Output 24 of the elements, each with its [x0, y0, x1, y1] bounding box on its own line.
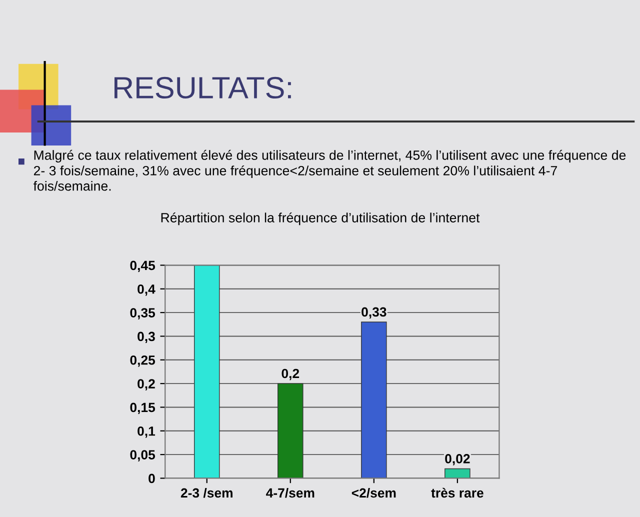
y-tick-label: 0,2 — [138, 379, 155, 390]
y-tick-label: 0 — [148, 474, 155, 484]
chart-title: RESULTATS: — [114, 76, 291, 99]
y-tick-label: 0,4 — [138, 284, 156, 296]
bar — [444, 468, 470, 478]
data-label: 0,02 — [445, 454, 470, 466]
bar — [194, 265, 220, 478]
text: Répartition selon la fréquence d’utilisation de l’internet — [161, 212, 480, 226]
x-tick-label: très rare — [431, 488, 484, 498]
data-label: 0,2 — [282, 368, 300, 380]
y-tick-label: 0,1 — [138, 426, 156, 438]
y-tick-label: 0,3 — [138, 332, 155, 344]
y-tick-label: 0,15 — [130, 402, 156, 414]
x-tick-label: 4-7/sem — [266, 488, 314, 498]
y-tick-label: 0,05 — [130, 450, 156, 462]
chart-subtitle: Malgré ce taux relativement élevé des utilisateurs de l’internet, 45% l’utilisent avec une fréquence de 2- 3 fois/semaine, 31% avec une fréquence<2/semaine et seulement 20% l’utilisaient 4-7 fois/semaine. — [33, 150, 626, 191]
y-tick-label: 0,35 — [130, 308, 156, 320]
x-tick-label: 2-3 /sem — [180, 488, 232, 498]
data-label: 0,33 — [362, 307, 386, 319]
bar — [278, 383, 304, 478]
bar — [361, 322, 387, 478]
y-tick-label: 0,45 — [130, 260, 156, 272]
x-tick-label: <2/sem — [352, 488, 396, 498]
y-tick-label: 0,25 — [130, 355, 156, 367]
